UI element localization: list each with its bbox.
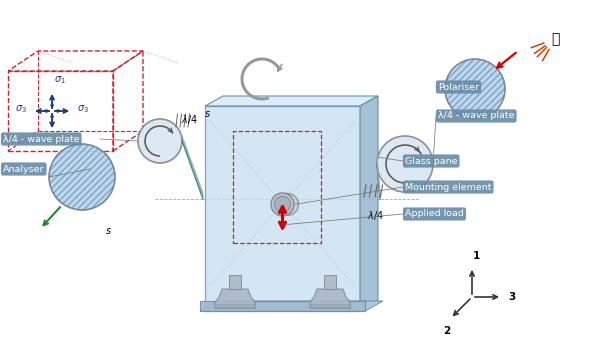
Text: $s$: $s$ — [104, 226, 112, 236]
Bar — [229, 275, 241, 289]
Text: Glass pane: Glass pane — [405, 156, 458, 165]
Text: Applied load: Applied load — [405, 209, 464, 218]
Ellipse shape — [445, 59, 505, 119]
Text: $\sigma_1$: $\sigma_1$ — [54, 136, 66, 148]
Ellipse shape — [49, 144, 115, 210]
Text: $s$: $s$ — [203, 109, 211, 119]
Polygon shape — [200, 301, 365, 311]
Text: $\sigma_1$: $\sigma_1$ — [54, 74, 66, 86]
Text: $\lambda/4$: $\lambda/4$ — [181, 112, 199, 126]
Circle shape — [271, 193, 294, 216]
Text: 2: 2 — [443, 326, 450, 336]
Ellipse shape — [378, 137, 434, 193]
Text: Analyser: Analyser — [3, 164, 44, 173]
Text: 1: 1 — [472, 251, 479, 261]
Text: $\sigma_3$: $\sigma_3$ — [77, 103, 89, 115]
Text: Mounting element: Mounting element — [405, 183, 491, 192]
Text: λ/4 - wave plate: λ/4 - wave plate — [438, 111, 515, 120]
Text: $\sigma_3$: $\sigma_3$ — [15, 103, 27, 115]
Ellipse shape — [138, 119, 182, 163]
Circle shape — [275, 196, 290, 213]
Text: 3: 3 — [508, 292, 515, 302]
Text: $\lambda/4$: $\lambda/4$ — [367, 209, 385, 222]
Polygon shape — [360, 96, 378, 311]
Polygon shape — [205, 106, 360, 311]
Bar — [324, 275, 336, 289]
Text: λ/4 - wave plate: λ/4 - wave plate — [3, 134, 79, 143]
Polygon shape — [205, 96, 378, 106]
Ellipse shape — [277, 193, 298, 215]
Bar — [233, 131, 321, 243]
Text: 💡: 💡 — [551, 32, 559, 46]
Text: Polariser: Polariser — [438, 82, 479, 91]
Ellipse shape — [50, 145, 116, 211]
Ellipse shape — [139, 120, 183, 164]
Polygon shape — [200, 301, 383, 311]
Ellipse shape — [377, 136, 433, 192]
Polygon shape — [215, 289, 255, 308]
Ellipse shape — [446, 60, 506, 120]
Polygon shape — [310, 289, 350, 308]
